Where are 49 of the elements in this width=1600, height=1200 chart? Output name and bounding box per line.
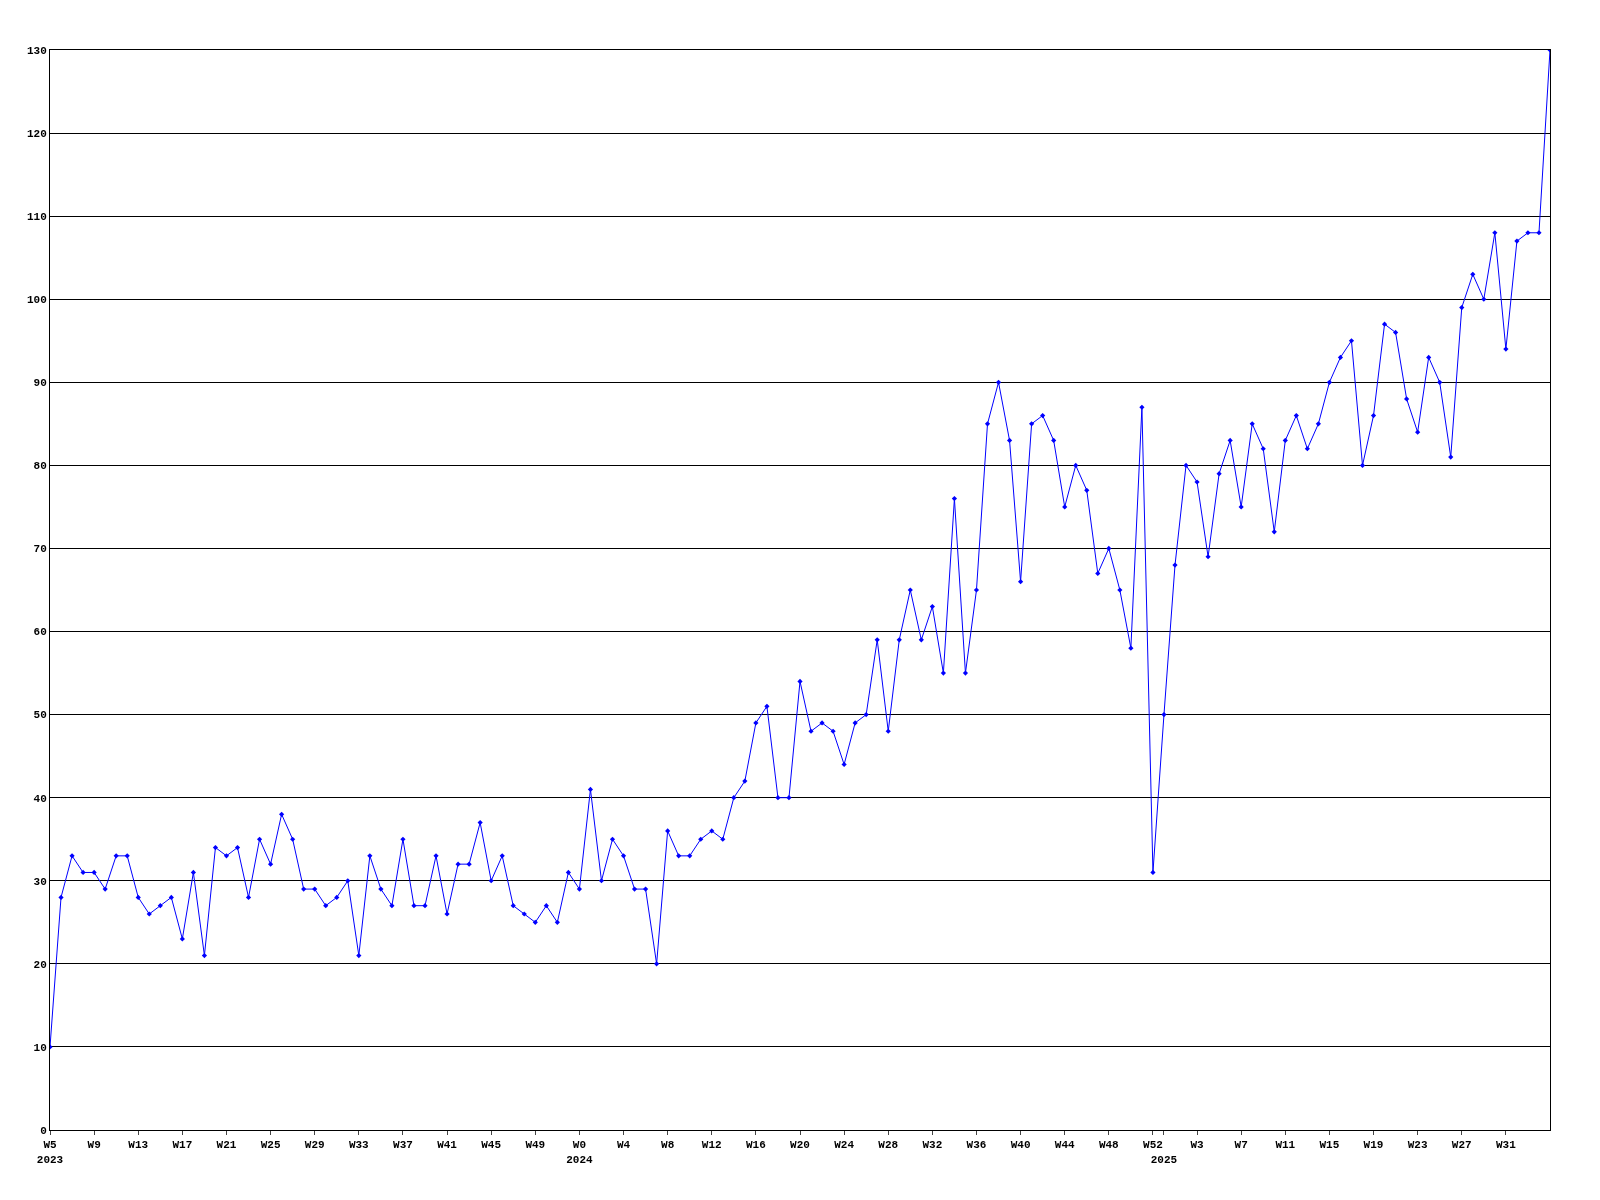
x-tick-label: W32	[922, 1139, 943, 1152]
y-tick-label: 130	[26, 44, 47, 57]
y-tick-label: 100	[26, 294, 47, 307]
x-tick-label: W25	[260, 1139, 281, 1152]
x-tick-label: W13	[128, 1139, 149, 1152]
x-tick-label: W33	[348, 1139, 370, 1152]
x-tick-label: W37	[393, 1139, 413, 1152]
x-tick-label: W44	[1054, 1139, 1076, 1152]
x-tick-label: W3	[1190, 1139, 1205, 1152]
x-tick-label: W5 2023	[36, 1139, 64, 1166]
x-tick-label: W27	[1451, 1139, 1472, 1152]
y-tick-label: 10	[33, 1041, 47, 1054]
x-tick-label: W21	[216, 1139, 237, 1152]
x-tick-label: 2025	[1150, 1153, 1178, 1166]
x-tick-label: W45	[481, 1139, 502, 1152]
x-tick-label: W7	[1234, 1139, 1248, 1152]
y-tick-label: 30	[33, 875, 47, 888]
y-tick-label: 110	[26, 211, 47, 223]
x-tick-label: W48	[1098, 1139, 1120, 1152]
x-tick-label: W4	[616, 1139, 631, 1152]
y-tick-label: 50	[33, 709, 47, 722]
x-tick-label: W8	[661, 1139, 675, 1152]
x-tick-label: W19	[1363, 1139, 1384, 1152]
x-tick-label: W23	[1407, 1139, 1428, 1152]
x-tick-label: W36	[966, 1139, 987, 1152]
x-tick-label: W41	[437, 1139, 458, 1152]
x-tick-label: W9	[87, 1139, 101, 1152]
x-tick-label: W28	[878, 1139, 899, 1152]
x-tick-label: W17	[172, 1139, 193, 1152]
y-tick-label: 0	[40, 1124, 47, 1137]
x-tick-label: W49	[525, 1139, 546, 1152]
y-tick-label: 120	[26, 127, 47, 140]
x-tick-label: W16	[745, 1139, 766, 1152]
y-tick-label: 20	[33, 958, 47, 971]
x-tick-label: W0 2024	[566, 1139, 594, 1166]
y-tick-label: 80	[33, 460, 47, 473]
y-tick-label: 40	[33, 792, 47, 805]
x-tick-label: W40	[1010, 1139, 1031, 1152]
x-tick-label: W29	[304, 1139, 325, 1152]
y-tick-label: 60	[33, 626, 47, 639]
x-tick-label: W24	[834, 1139, 855, 1152]
x-tick-label: W20	[790, 1139, 810, 1152]
x-tick-label: W12	[701, 1139, 722, 1152]
y-tick-label: 70	[33, 543, 47, 556]
x-tick-label: W15	[1319, 1139, 1340, 1152]
x-tick-label: W11	[1275, 1139, 1296, 1152]
x-tick-label: W52	[1143, 1139, 1163, 1152]
x-tick-label: W31	[1495, 1139, 1517, 1152]
y-tick-label: 90	[33, 377, 47, 390]
